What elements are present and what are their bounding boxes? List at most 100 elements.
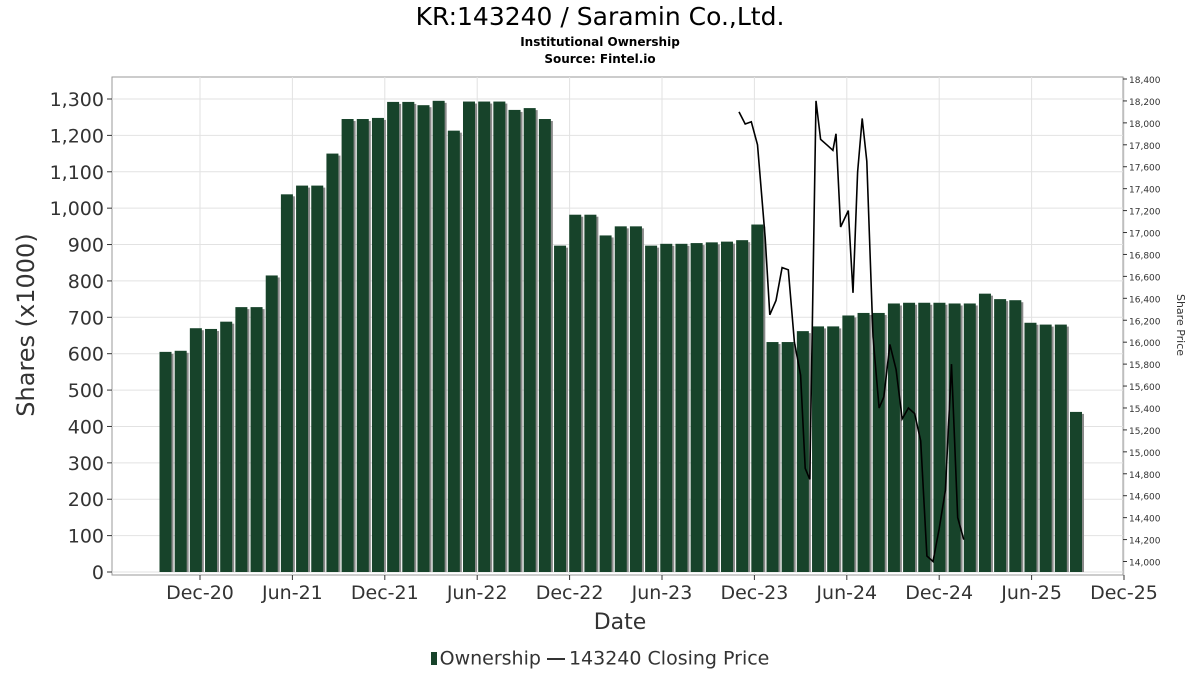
- ownership-bar: [478, 101, 491, 572]
- ownership-bar: [265, 275, 278, 572]
- y2-tick-label: 15,400: [1129, 405, 1161, 415]
- ownership-bar: [720, 241, 733, 572]
- ownership-bar: [159, 351, 172, 572]
- y-tick-label: 800: [68, 271, 104, 293]
- y-tick-label: 900: [68, 235, 104, 257]
- ownership-bar: [432, 100, 445, 573]
- x-tick-label: Dec-23: [720, 582, 788, 604]
- y-tick-label: 1,300: [50, 89, 104, 111]
- legend: Ownership 143240 Closing Price: [0, 647, 1200, 670]
- y2-tick-label: 17,400: [1129, 186, 1161, 196]
- y-axis-title: Shares (x1000): [12, 233, 40, 416]
- ownership-bar: [994, 299, 1007, 572]
- price-line: [738, 100, 965, 564]
- y2-tick-label: 18,200: [1129, 98, 1161, 108]
- x-tick-label: Dec-25: [1090, 582, 1158, 604]
- ownership-bar: [736, 240, 749, 572]
- x-tick-label: Dec-20: [166, 582, 234, 604]
- ownership-bar: [584, 214, 597, 573]
- ownership-bar: [1054, 324, 1067, 572]
- ownership-bar: [842, 315, 855, 572]
- x-tick-label: Jun-21: [261, 582, 323, 604]
- y2-tick-label: 17,200: [1129, 208, 1161, 218]
- y-tick-label: 600: [68, 344, 104, 366]
- ownership-bar: [311, 185, 324, 572]
- ownership-bar: [690, 243, 703, 573]
- y-tick-label: 1,000: [50, 198, 104, 220]
- ownership-bar: [387, 101, 400, 572]
- y2-tick-label: 14,000: [1129, 559, 1161, 569]
- ownership-bar: [660, 243, 673, 572]
- ownership-bar: [189, 328, 202, 572]
- chart-source: Source: Fintel.io: [544, 52, 656, 66]
- ownership-bar: [326, 153, 339, 573]
- ownership-bar: [796, 331, 809, 572]
- ownership-bar: [493, 101, 506, 572]
- ownership-bar: [417, 105, 430, 572]
- x-axis-title: Date: [594, 610, 647, 635]
- ownership-bar: [903, 302, 916, 572]
- y2-tick-label: 16,800: [1129, 251, 1161, 261]
- ownership-bar: [766, 342, 779, 572]
- y2-tick-label: 16,200: [1129, 317, 1161, 327]
- legend-bar-label: Ownership: [439, 647, 541, 670]
- y-tick-label: 400: [68, 416, 104, 438]
- ownership-bar: [887, 303, 900, 572]
- y-tick-label: 500: [68, 380, 104, 402]
- x-tick-label: Jun-25: [1000, 582, 1062, 604]
- x-tick-label: Jun-24: [815, 582, 877, 604]
- ownership-bar: [1039, 324, 1052, 572]
- ownership-bar: [235, 307, 248, 572]
- y-tick-label: 100: [68, 526, 104, 548]
- y-tick-label: 700: [68, 307, 104, 329]
- ownership-bar: [918, 302, 931, 572]
- y2-tick-label: 14,200: [1129, 537, 1161, 547]
- ownership-bar: [614, 226, 627, 572]
- y2-tick-label: 14,800: [1129, 471, 1161, 481]
- y2-tick-label: 15,800: [1129, 361, 1161, 371]
- ownership-bar: [174, 350, 187, 572]
- ownership-bar: [781, 342, 794, 572]
- y2-tick-label: 18,000: [1129, 120, 1161, 130]
- ownership-bar: [523, 108, 536, 572]
- legend-line-label: 143240 Closing Price: [568, 647, 770, 670]
- y2-tick-label: 16,600: [1129, 273, 1161, 283]
- y2-tick-label: 18,400: [1129, 76, 1161, 86]
- ownership-bar: [629, 226, 642, 572]
- y2-tick-label: 15,000: [1129, 449, 1161, 459]
- y2-tick-label: 17,600: [1129, 164, 1161, 174]
- ownership-bar: [220, 321, 233, 572]
- x-tick-label: Jun-23: [631, 582, 693, 604]
- ownership-bar: [371, 117, 384, 573]
- ownership-bar: [827, 326, 840, 572]
- y2-tick-label: 15,600: [1129, 383, 1161, 393]
- ownership-bar: [963, 303, 976, 572]
- chart-subtitle: Institutional Ownership: [520, 35, 680, 49]
- ownership-bar: [1024, 322, 1037, 572]
- y-tick-label: 200: [68, 489, 104, 511]
- ownership-bar: [447, 130, 460, 573]
- y2-tick-label: 14,600: [1129, 493, 1161, 503]
- ownership-bar: [554, 245, 567, 572]
- ownership-bar: [812, 326, 825, 572]
- ownership-bar: [341, 119, 354, 572]
- ownership-bar: [463, 101, 475, 572]
- y2-tick-label: 15,200: [1129, 427, 1161, 437]
- y2-tick-label: 16,400: [1129, 295, 1161, 305]
- x-tick-label: Jun-22: [446, 582, 508, 604]
- y2-axis-title: Share Price: [1174, 294, 1187, 356]
- ownership-bar: [538, 119, 551, 572]
- ownership-bar: [599, 235, 612, 572]
- y-tick-label: 1,200: [50, 125, 104, 147]
- y-tick-label: 1,100: [50, 162, 104, 184]
- ownership-bar: [751, 224, 764, 572]
- y-tick-label: 300: [68, 453, 104, 475]
- ownership-bar: [569, 214, 582, 573]
- ownership-bar: [402, 101, 415, 572]
- y-tick-label: 0: [92, 562, 104, 584]
- ownership-bar: [857, 312, 870, 572]
- legend-bar-swatch: [430, 652, 437, 665]
- ownership-bar: [296, 185, 309, 572]
- ownership-bar: [356, 119, 369, 572]
